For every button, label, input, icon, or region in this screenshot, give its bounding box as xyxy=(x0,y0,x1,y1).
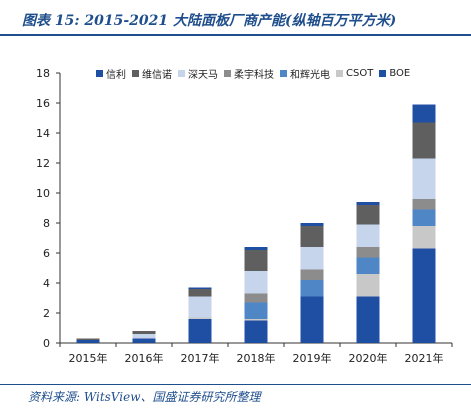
bar-segment-维信诺 xyxy=(300,226,324,247)
bar-segment-柔宇科技 xyxy=(300,269,324,280)
legend-item: 维信诺 xyxy=(132,66,172,81)
legend-label: 深天马 xyxy=(188,69,218,81)
bar-segment-BOE xyxy=(412,248,436,343)
legend-label: 和辉光电 xyxy=(290,69,330,81)
legend-label: BOE xyxy=(389,67,411,79)
legend-label: 维信诺 xyxy=(142,69,172,81)
bar-segment-深天马 xyxy=(356,224,380,247)
bar-segment-BOE xyxy=(356,296,380,343)
legend-item: 柔宇科技 xyxy=(224,66,274,81)
title-divider xyxy=(0,34,471,36)
bar-segment-和辉光电 xyxy=(244,302,268,319)
bar-segment-和辉光电 xyxy=(356,257,380,274)
bar-segment-CSOT xyxy=(356,274,380,297)
legend-swatch xyxy=(224,69,231,77)
y-tick-label: 8 xyxy=(43,217,50,230)
bar-segment-BOE xyxy=(188,319,212,343)
y-tick-label: 12 xyxy=(36,157,50,170)
bar-segment-信利 xyxy=(244,247,268,250)
bar-segment-信利 xyxy=(300,223,324,226)
legend-item: 和辉光电 xyxy=(280,66,330,81)
x-tick-label: 2017年 xyxy=(181,351,220,365)
y-tick-label: 2 xyxy=(43,307,50,320)
bar-segment-深天马 xyxy=(412,158,436,199)
bar-segment-维信诺 xyxy=(188,289,212,297)
x-tick-label: 2020年 xyxy=(349,351,388,365)
y-tick-label: 18 xyxy=(36,67,50,80)
chart-bars xyxy=(76,104,436,343)
footer-divider xyxy=(0,384,471,385)
bar-segment-BOE xyxy=(132,338,156,343)
y-axis-ticks: 0 2 4 6 8 10 12 14 16 18 xyxy=(36,67,60,350)
y-tick-label: 10 xyxy=(36,187,50,200)
bar-segment-信利 xyxy=(412,104,436,123)
bar-segment-维信诺 xyxy=(76,338,100,340)
bar-segment-维信诺 xyxy=(412,122,436,159)
legend-item: 信利 xyxy=(96,66,126,81)
legend-item: BOE xyxy=(379,68,410,79)
chart-legend: 信利 维信诺 深天马 柔宇科技 和辉光电 CSOT BOE xyxy=(96,66,410,81)
bar-segment-CSOT xyxy=(188,317,212,319)
x-tick-label: 2021年 xyxy=(405,351,444,365)
legend-swatch xyxy=(178,69,185,77)
legend-swatch xyxy=(336,69,343,77)
legend-item: CSOT xyxy=(336,68,373,79)
legend-swatch xyxy=(132,69,139,77)
bar-segment-深天马 xyxy=(244,271,268,294)
bar-segment-BOE xyxy=(76,340,100,343)
y-tick-label: 14 xyxy=(36,127,50,140)
bar-segment-维信诺 xyxy=(132,331,156,334)
legend-label: 柔宇科技 xyxy=(234,69,274,81)
source-note: 资料来源: WitsView、国盛证券研究所整理 xyxy=(28,390,261,404)
y-tick-label: 4 xyxy=(43,277,50,290)
x-tick-label: 2015年 xyxy=(69,351,108,365)
bar-segment-柔宇科技 xyxy=(412,199,436,210)
bar-segment-信利 xyxy=(356,202,380,205)
bar-segment-BOE xyxy=(300,296,324,343)
bar-segment-深天马 xyxy=(188,296,212,318)
y-tick-label: 16 xyxy=(36,97,50,110)
x-axis-ticks: 2015年 2016年 2017年 2018年 2019年 2020年 2021年 xyxy=(59,343,453,365)
legend-label: 信利 xyxy=(106,69,126,81)
bar-segment-CSOT xyxy=(412,226,436,249)
bar-segment-维信诺 xyxy=(356,205,380,225)
legend-swatch xyxy=(96,69,103,77)
bar-segment-深天马 xyxy=(300,247,324,270)
legend-swatch xyxy=(379,69,387,77)
bar-segment-CSOT xyxy=(244,319,268,321)
legend-item: 深天马 xyxy=(178,66,218,81)
chart-title: 图表 15: 2015-2021 大陆面板厂商产能(纵轴百万平方米) xyxy=(22,13,397,29)
legend-swatch xyxy=(280,69,287,77)
bar-segment-BOE xyxy=(244,320,268,343)
legend-label: CSOT xyxy=(346,67,374,79)
bar-segment-柔宇科技 xyxy=(356,247,380,258)
bar-segment-信利 xyxy=(188,287,212,289)
bar-segment-和辉光电 xyxy=(300,280,324,297)
y-tick-label: 0 xyxy=(43,337,50,350)
y-tick-label: 6 xyxy=(43,247,50,260)
bar-segment-深天马 xyxy=(132,334,156,339)
bar-segment-和辉光电 xyxy=(412,209,436,226)
x-tick-label: 2016年 xyxy=(125,351,164,365)
x-tick-label: 2019年 xyxy=(293,351,332,365)
x-tick-label: 2018年 xyxy=(237,351,276,365)
bar-segment-维信诺 xyxy=(244,250,268,271)
bar-segment-柔宇科技 xyxy=(244,293,268,303)
